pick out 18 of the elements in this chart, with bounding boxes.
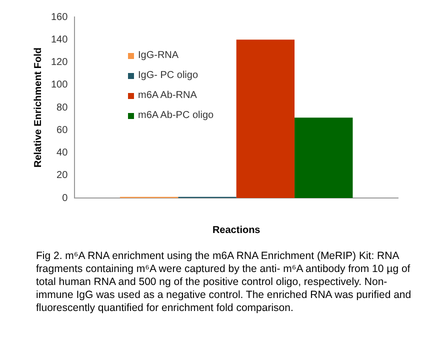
y-tick-label: 120: [50, 57, 68, 68]
legend-label: IgG- PC oligo: [138, 70, 198, 81]
y-tick-label: 40: [56, 148, 68, 158]
y-tick-label: 80: [56, 102, 68, 114]
y-tick-label: 60: [56, 124, 68, 136]
y-tick-label: 0: [62, 192, 68, 204]
y-tick-label: 140: [50, 34, 68, 46]
y-tick-label: 160: [50, 12, 68, 23]
bar: [236, 40, 295, 198]
legend-label: m6A Ab-PC oligo: [138, 110, 214, 121]
bar: [294, 118, 353, 198]
y-tick-label: 20: [56, 170, 68, 182]
caption: Fig 2. m⁶A RNA enrichment using the m6A RNA Enrichment (MeRIP) Kit: RNA fragments containing m⁶A were captured by the anti- m⁶A antibody from 10 µg of total human RNA and 500 ng of the positive control oligo, respectively. Non-immune IgG was used as a negative control. The enriched RNA was purified and fluorescently quantified for enrichment fold comparison.: [36, 250, 412, 315]
legend-label: m6A Ab-RNA: [138, 90, 197, 101]
y-tick-label: 100: [50, 80, 68, 91]
legend-label: IgG-RNA: [138, 50, 179, 61]
y-axis-title: Relative Enrichment Fold: [32, 47, 44, 168]
x-axis-title: Reactions: [212, 224, 261, 236]
